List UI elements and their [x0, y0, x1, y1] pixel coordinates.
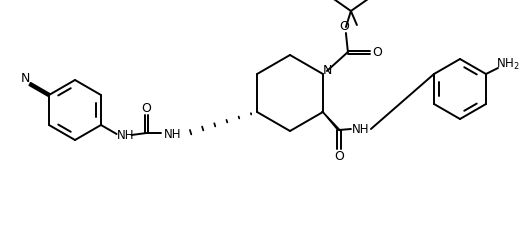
- Text: O: O: [142, 101, 151, 114]
- Text: NH: NH: [117, 128, 134, 141]
- Text: NH: NH: [352, 122, 370, 135]
- Text: O: O: [372, 46, 382, 59]
- Text: O: O: [334, 149, 344, 162]
- Polygon shape: [322, 111, 341, 131]
- Text: N: N: [323, 65, 333, 78]
- Text: NH: NH: [164, 127, 181, 141]
- Text: NH$_2$: NH$_2$: [496, 56, 520, 72]
- Text: N: N: [20, 73, 30, 86]
- Text: O: O: [339, 20, 349, 33]
